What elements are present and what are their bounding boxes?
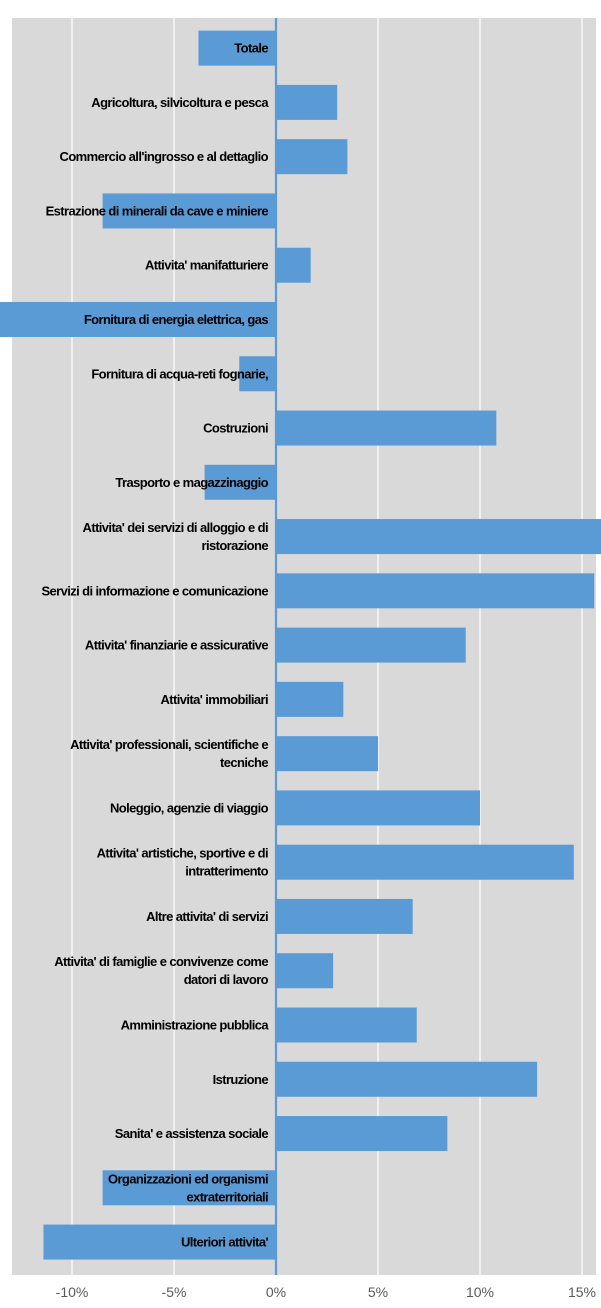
bar [276,898,413,934]
bar [276,736,378,772]
x-tick-label: -10% [56,1284,89,1300]
bar [276,1007,417,1043]
category-label: Fornitura di energia elettrica, gas [84,312,269,327]
bar [276,681,344,717]
bar [276,953,334,989]
bar [276,1061,538,1097]
bar [276,844,574,880]
x-tick-label: 10% [466,1284,494,1300]
category-label: Attivita' manifatturiere [145,258,268,273]
category-label: Attivita' artistiche, sportive e di intra… [97,846,269,879]
bar [276,519,601,555]
bar [276,573,595,609]
category-label: Estrazione di minerali da cave e miniere [46,203,269,218]
x-tick-label: -5% [162,1284,187,1300]
category-label: Trasporto e magazzinaggio [115,475,268,490]
category-label: Amministrazione pubblica [121,1017,270,1032]
bar [276,627,466,663]
category-label: Attivita' dei servizi di alloggio e di ri… [83,520,269,553]
category-label: Noleggio, agenzie di viaggio [110,800,269,815]
bar [276,139,348,175]
category-label: Costruzioni [203,421,268,436]
bar [276,410,497,446]
bar [198,30,276,66]
category-label: Servizi di informazione e comunicazione [41,583,268,598]
bar [276,247,311,283]
bar [102,193,276,229]
x-tick-label: 0% [266,1284,286,1300]
category-label: Organizzazioni ed organismi extraterritor… [108,1171,268,1204]
category-label: Istruzione [213,1072,269,1087]
bar [102,1170,276,1206]
bar [43,1224,276,1260]
bar [276,790,480,826]
x-tick-label: 15% [568,1284,596,1300]
category-label: Attivita' finanziarie e assicurative [85,638,268,653]
bar [239,356,276,392]
category-label: Totale [234,41,268,56]
category-label: Commercio all'ingrosso e al dettaglio [60,149,269,164]
category-label: Fornitura di acqua-reti fognarie, [91,366,268,381]
bar [0,301,276,337]
category-label: Attivita' immobiliari [160,692,268,707]
category-label: Sanita' e assistenza sociale [115,1126,269,1141]
x-tick-label: 5% [368,1284,388,1300]
category-label: Agricoltura, silvicoltura e pesca [91,95,269,110]
bar [204,464,276,500]
category-label: Altre attivita' di servizi [146,909,268,924]
bar [276,84,338,120]
bar [276,1116,448,1152]
category-label: Ulteriori attivita' [181,1235,269,1250]
category-label: Attivita' di famiglie e convivenze come d… [54,954,268,987]
